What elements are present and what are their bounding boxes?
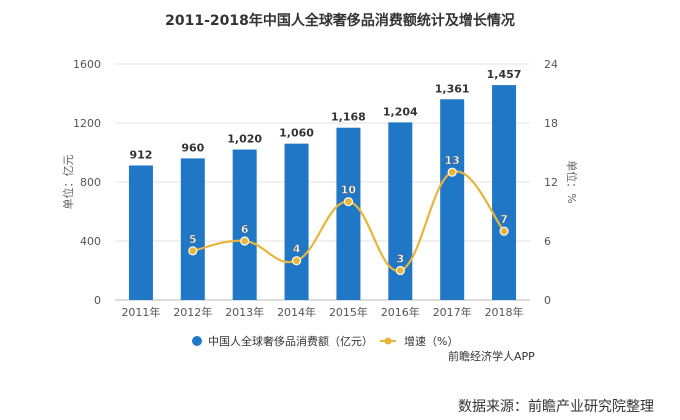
y-right-tick-label: 0: [544, 294, 551, 307]
bar: [180, 158, 205, 300]
bar: [284, 143, 309, 300]
bar-value-label: 1,060: [279, 127, 314, 140]
growth-rate-point: [447, 167, 457, 177]
source-text: 数据来源：前瞻产业研究院整理: [458, 399, 654, 415]
y-left-tick-label: 1600: [73, 58, 101, 71]
y-right-tick-label: 6: [544, 235, 551, 248]
bar-value-label: 1,204: [383, 105, 418, 118]
y-right-tick-label: 24: [544, 58, 558, 71]
growth-rate-label: 5: [189, 233, 197, 246]
legend-label-bar: 中国人全球奢侈品消费额（亿元）: [208, 334, 373, 348]
growth-rate-point: [499, 226, 509, 236]
legend-swatch-bar: [192, 336, 202, 346]
y-left-tick-label: 400: [80, 235, 101, 248]
bar-value-label: 1,361: [435, 82, 470, 95]
y-left-tick-label: 0: [94, 294, 101, 307]
bar: [128, 165, 153, 300]
bar: [232, 149, 257, 300]
bar-value-label: 1,020: [227, 133, 262, 146]
growth-rate-point: [395, 265, 405, 276]
bar: [492, 85, 517, 300]
bar-value-label: 1,168: [331, 111, 366, 124]
legend-label-line: 增速（%）: [404, 334, 458, 348]
x-tick-label: 2017年: [433, 305, 472, 319]
y-right-tick-label: 18: [544, 117, 558, 130]
growth-rate-point: [240, 236, 250, 246]
growth-rate-label: 4: [293, 243, 301, 256]
bar: [440, 99, 465, 300]
growth-rate-point: [188, 246, 198, 256]
bar-value-label: 1,457: [487, 68, 522, 81]
x-tick-label: 2012年: [173, 305, 212, 319]
growth-rate-label: 3: [396, 253, 404, 266]
growth-rate-point: [291, 256, 302, 266]
y-left-axis-title: 单位：亿元: [61, 155, 75, 210]
y-left-tick-label: 1200: [73, 117, 101, 130]
x-tick-label: 2014年: [277, 305, 316, 319]
bar: [336, 127, 361, 300]
chart-title: 2011-2018年中国人全球奢侈品消费额统计及增长情况: [165, 13, 515, 29]
growth-rate-label: 10: [341, 184, 357, 197]
x-tick-label: 2016年: [381, 305, 420, 319]
y-right-tick-label: 12: [544, 176, 558, 189]
growth-rate-label: 6: [241, 223, 249, 236]
x-tick-label: 2018年: [485, 305, 524, 319]
growth-rate-label: 13: [445, 154, 460, 167]
bar-value-label: 912: [129, 148, 152, 161]
x-tick-label: 2013年: [225, 305, 264, 319]
y-left-tick-label: 800: [80, 176, 101, 189]
y-right-axis-title: 单位：%: [565, 160, 579, 203]
legend-swatch-line-marker: [384, 337, 392, 345]
x-tick-label: 2011年: [121, 305, 160, 319]
x-tick-label: 2015年: [329, 305, 368, 319]
credit-text: 前瞻经济学人APP: [448, 350, 535, 363]
growth-rate-label: 7: [500, 213, 508, 226]
bar-value-label: 960: [181, 141, 204, 154]
growth-rate-point: [343, 197, 354, 207]
